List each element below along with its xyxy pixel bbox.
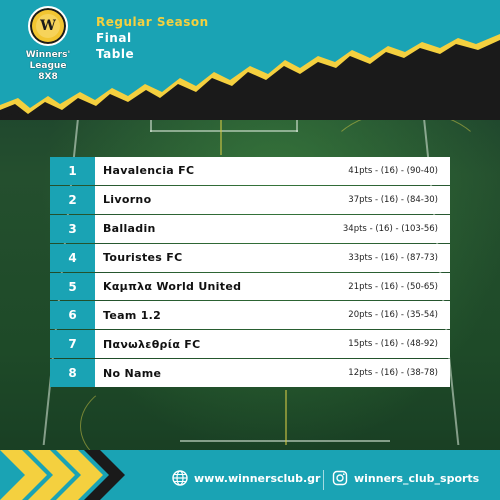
team-name: No Name (103, 366, 162, 380)
team-stats: 37pts - (16) - (84-30) (348, 194, 438, 205)
footer-separator (323, 470, 324, 490)
winners-club-badge-icon: W (28, 6, 68, 46)
title-line-2: Final (96, 31, 132, 45)
team-name: Balladin (103, 222, 156, 236)
league-line-3: 8X8 (38, 72, 58, 82)
chevron-stripes-graphic (0, 450, 125, 500)
torn-edge-graphic (0, 34, 500, 120)
title-line-1: Regular Season (96, 15, 209, 29)
team-name: Καμπλα World United (103, 280, 242, 293)
logo-letter: W (36, 14, 60, 38)
team-stats: 33pts - (16) - (87-73) (348, 252, 438, 263)
row-body: Havalencia FC 41pts - (16) - (90-40) (95, 157, 450, 185)
table-row: 5 Καμπλα World United 21pts - (16) - (50… (50, 272, 450, 301)
team-stats: 21pts - (16) - (50-65) (348, 281, 438, 292)
rank-cell: 2 (50, 185, 95, 214)
pitch-line (285, 390, 287, 445)
team-stats: 20pts - (16) - (35-54) (348, 310, 438, 321)
globe-icon (172, 470, 188, 486)
rank-cell: 1 (50, 157, 95, 185)
league-line-2: League (29, 61, 67, 71)
standings-table: 1 Havalencia FC 41pts - (16) - (90-40) 2… (50, 157, 450, 388)
table-row: 7 Πανωλεθρία FC 15pts - (16) - (48-92) (50, 330, 450, 359)
rank-cell: 5 (50, 272, 95, 301)
rank-cell: 8 (50, 359, 95, 388)
rank-cell: 4 (50, 243, 95, 272)
row-body: Καμπλα World United 21pts - (16) - (50-6… (95, 272, 450, 301)
row-body: Πανωλεθρία FC 15pts - (16) - (48-92) (95, 330, 450, 359)
pitch-line (220, 95, 222, 155)
title-line-3: Table (96, 47, 135, 61)
row-body: Touristes FC 33pts - (16) - (87-73) (95, 243, 450, 272)
page-title: Regular Season Final Table (96, 14, 209, 62)
table-row: 8 No Name 12pts - (16) - (38-78) (50, 359, 450, 388)
league-logo: W Winners' League 8X8 (18, 6, 78, 83)
website-link[interactable]: www.winnersclub.gr (172, 470, 320, 486)
rank-cell: 6 (50, 301, 95, 330)
pitch-arc (80, 380, 202, 472)
rank-cell: 3 (50, 214, 95, 243)
row-body: Balladin 34pts - (16) - (103-56) (95, 214, 450, 243)
league-line-1: Winners' (25, 50, 71, 60)
team-stats: 34pts - (16) - (103-56) (342, 223, 438, 234)
row-body: Team 1.2 20pts - (16) - (35-54) (95, 301, 450, 330)
league-name: Winners' League 8X8 (18, 50, 78, 83)
rank-cell: 7 (50, 330, 95, 359)
footer-bar (0, 450, 500, 500)
table-row: 2 Livorno 37pts - (16) - (84-30) (50, 185, 450, 214)
instagram-text: winners_club_sports (354, 471, 480, 485)
table-row: 1 Havalencia FC 41pts - (16) - (90-40) (50, 157, 450, 185)
instagram-icon (332, 470, 348, 486)
instagram-link[interactable]: winners_club_sports (332, 470, 479, 486)
team-stats: 12pts - (16) - (38-78) (348, 368, 438, 379)
row-body: Livorno 37pts - (16) - (84-30) (95, 185, 450, 214)
team-name: Livorno (103, 193, 152, 207)
row-body: No Name 12pts - (16) - (38-78) (95, 359, 450, 388)
table-row: 6 Team 1.2 20pts - (16) - (35-54) (50, 301, 450, 330)
team-stats: 15pts - (16) - (48-92) (348, 339, 438, 350)
table-row: 4 Touristes FC 33pts - (16) - (87-73) (50, 243, 450, 272)
table-row: 3 Balladin 34pts - (16) - (103-56) (50, 214, 450, 243)
team-name: Team 1.2 (103, 308, 162, 322)
pitch-line (150, 130, 298, 132)
team-stats: 41pts - (16) - (90-40) (348, 165, 438, 176)
header-banner: W Winners' League 8X8 Regular Season Fin… (0, 0, 500, 120)
team-name: Havalencia FC (103, 164, 195, 178)
team-name: Πανωλεθρία FC (103, 337, 201, 351)
team-name: Touristes FC (103, 251, 183, 265)
website-text: www.winnersclub.gr (194, 471, 321, 485)
